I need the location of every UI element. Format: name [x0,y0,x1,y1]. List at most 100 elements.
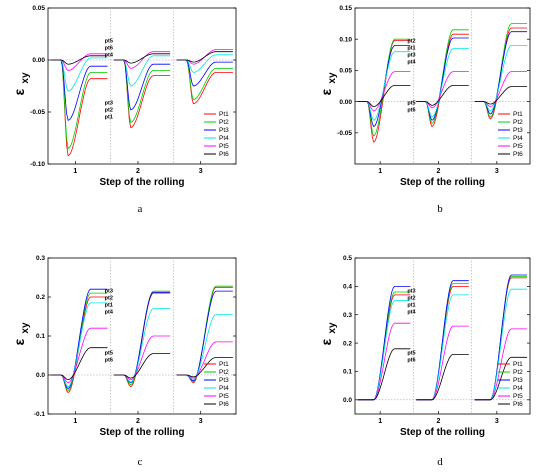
legend-label: Pt1 [219,361,229,368]
plot-frame [47,7,237,165]
x-tick-label: 1 [378,418,382,425]
annotation-label: pt6 [407,358,415,364]
y-tick-label: 0.3 [343,312,352,319]
y-axis-title: ε xy [11,322,31,345]
x-tick-label: 1 [73,418,77,425]
x-tick-label: 3 [199,168,203,175]
legend-label: Pt6 [219,401,229,408]
series-line-pt6 [51,51,233,65]
plot-frame [354,7,531,165]
x-tick-label: 1 [378,168,382,175]
y-tick-label: 0.10 [339,36,352,43]
y-axis-title-subscript: xy [327,72,338,84]
annotation-label: pt2 [105,108,113,114]
y-tick-label: 0.2 [343,340,352,347]
x-tick-label: 2 [437,168,441,175]
chart-panel-b: -0.05 0.00 0.05 0.10 0.15 1 2 3 Step of the roll… [318,5,531,215]
x-axis-title: Step of the rolling [400,177,485,188]
y-axis-title-subscript: xy [327,322,338,334]
panel-caption: a [138,203,143,215]
chart-panel-c: -0.1 0.0 0.1 0.2 0.3 1 2 3 Step of the rolling εx… [11,255,237,468]
annotation-label: pt2 [105,295,113,301]
y-axis-title: ε xy [11,72,31,95]
y-tick-label: 0.2 [36,294,45,301]
y-tick-label: 0.05 [32,5,45,12]
annotation-label: pt5 [105,351,113,357]
y-tick-label: 0.5 [343,255,352,262]
legend-label: Pt5 [513,393,523,400]
x-axis-title: Step of the rolling [400,427,485,438]
chart-panel-d: 0.0 0.1 0.2 0.3 0.4 0.5 1 2 3 Step of the rolling… [318,255,531,468]
y-axis-title: ε xy [318,72,338,95]
x-tick-label: 2 [136,168,140,175]
annotation-label: pt1 [407,45,415,51]
legend-label: Pt4 [219,385,229,392]
y-tick-label: -0.05 [337,130,352,137]
annotation-label: pt6 [105,45,113,51]
legend-label: Pt5 [513,143,523,150]
series-line-pt4 [357,45,528,121]
legend-label: Pt5 [219,393,229,400]
legend-label: Pt6 [513,401,523,408]
legend-label: Pt4 [513,385,523,392]
series-line-pt3 [51,59,233,121]
panel-caption: b [437,203,443,215]
series-line-pt4 [357,288,528,401]
x-axis-title: Step of the rolling [100,177,185,188]
y-tick-label: 0.00 [32,57,45,64]
legend-label: Pt3 [513,377,523,384]
legend-label: Pt3 [219,127,229,134]
series-line-pt6 [357,85,528,108]
x-tick-label: 1 [73,168,77,175]
legend-label: Pt5 [219,143,229,150]
annotation-label: pt5 [407,101,415,107]
legend-label: Pt2 [513,369,523,376]
y-tick-label: 0.1 [36,333,45,340]
y-axis-title-symbol: ε [318,88,334,95]
legend-label: Pt3 [219,377,229,384]
y-tick-label: 0.0 [36,372,45,379]
x-tick-label: 3 [199,418,203,425]
annotation-label: pt4 [105,309,114,315]
legend-label: Pt2 [513,119,523,126]
annotation-label: pt2 [407,295,415,301]
annotation-label: pt1 [105,302,113,308]
annotation-label: pt5 [105,38,113,44]
y-axis-title-symbol: ε [11,88,27,95]
y-tick-label: -0.1 [34,411,46,418]
annotation-label: pt4 [407,309,416,315]
annotation-label: pt6 [407,108,415,114]
series-line-pt6 [51,347,233,381]
annotation-label: pt2 [407,38,415,44]
annotation-label: pt4 [407,59,416,65]
x-tick-label: 2 [136,418,140,425]
legend-label: Pt1 [513,111,523,118]
legend-label: Pt1 [219,111,229,118]
y-tick-label: -0.05 [30,109,45,116]
series-line-pt1 [357,27,528,143]
y-tick-label: 0.05 [339,68,352,75]
y-axis-title: ε xy [318,322,338,345]
series-line-pt1 [51,59,233,157]
x-axis-title: Step of the rolling [100,427,185,438]
x-tick-label: 3 [495,168,499,175]
annotation-label: pt1 [105,115,113,121]
y-tick-label: 0.15 [339,5,352,12]
legend-label: Pt4 [513,135,523,142]
legend-label: Pt6 [219,151,229,158]
y-tick-label: 0.0 [343,397,352,404]
series-line-pt6 [357,348,528,401]
legend-label: Pt3 [513,127,523,134]
annotation-label: pt3 [105,101,113,107]
chart-panel-a: -0.10 -0.05 0.00 0.05 1 2 3 Step of the rolling… [11,5,237,215]
series-line-pt3 [357,31,528,128]
y-tick-label: 0.4 [343,284,352,291]
y-axis-title-subscript: xy [20,72,31,84]
y-axis-title-symbol: ε [318,338,334,345]
legend-label: Pt2 [219,369,229,376]
annotation-label: pt1 [407,302,415,308]
y-axis-title-symbol: ε [11,338,27,345]
legend-label: Pt1 [513,361,523,368]
annotation-label: pt4 [105,52,114,58]
